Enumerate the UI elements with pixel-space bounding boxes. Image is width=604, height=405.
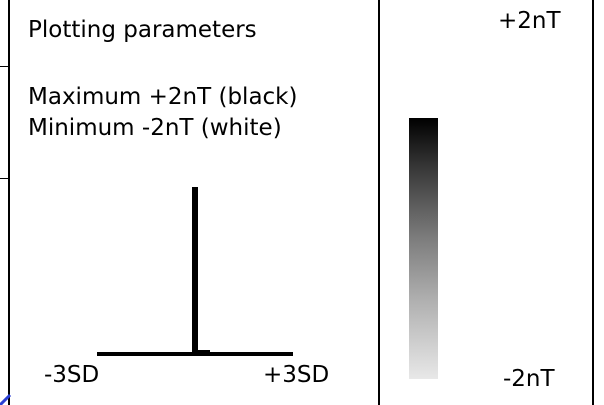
panel-title: Plotting parameters xyxy=(28,17,257,43)
right-panel-border xyxy=(592,0,594,405)
blue-stroke-mark xyxy=(0,393,12,405)
panel-divider xyxy=(378,0,380,405)
left-panel-border xyxy=(8,0,10,405)
histogram-axis xyxy=(97,352,293,356)
edge-tick-top xyxy=(0,66,9,67)
edge-tick-bottom xyxy=(0,178,9,179)
histogram-spike xyxy=(192,187,198,354)
scale-max-label: +2nT xyxy=(498,8,561,34)
grayscale-bar xyxy=(409,118,438,379)
maximum-setting: Maximum +2nT (black) xyxy=(28,84,298,110)
minimum-setting: Minimum -2nT (white) xyxy=(28,115,282,141)
scale-min-label: -2nT xyxy=(503,366,555,392)
histogram-base xyxy=(196,350,210,354)
histogram-high-label: +3SD xyxy=(263,362,330,388)
histogram-low-label: -3SD xyxy=(44,362,100,388)
